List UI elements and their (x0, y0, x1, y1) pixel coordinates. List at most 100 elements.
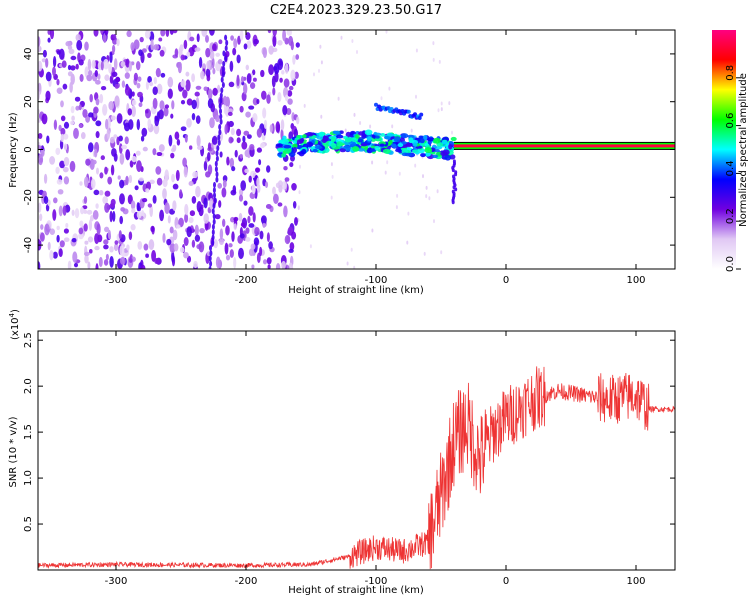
heatmap-cell (160, 30, 166, 37)
heatmap-cell (295, 54, 300, 60)
heatmap-cell (451, 130, 453, 135)
heatmap-cell (167, 88, 173, 99)
heatmap-cell (56, 225, 60, 231)
heatmap-cell (398, 171, 401, 176)
heatmap-cell (174, 48, 179, 57)
heatmap-cell (339, 148, 347, 153)
heatmap-cell (38, 36, 41, 47)
heatmap-cell (251, 264, 255, 269)
x-tick-label: -200 (235, 576, 258, 587)
heatmap-cell (143, 243, 149, 251)
heatmap-cell (441, 141, 448, 145)
heatmap-cell (156, 151, 163, 157)
heatmap-cell (124, 136, 129, 145)
heatmap-cell (71, 209, 75, 216)
heatmap-cell (266, 232, 270, 243)
heatmap-cell (113, 58, 118, 71)
y-tick-label: 20 (23, 95, 34, 108)
heatmap-cell (45, 71, 52, 82)
heatmap-cell (162, 188, 167, 200)
heatmap-cell (410, 128, 413, 133)
heatmap-cell (153, 77, 157, 85)
heatmap-cell (423, 134, 428, 141)
snr-frame (37, 330, 676, 571)
heatmap-cell (183, 39, 188, 50)
heatmap-cell (214, 160, 218, 167)
y-tick-label: 1.0 (23, 470, 34, 486)
heatmap-cell (212, 67, 216, 75)
heatmap-cell (196, 135, 201, 148)
heatmap-cell (42, 49, 47, 58)
heatmap-cell (188, 180, 194, 187)
heatmap-cell (233, 38, 238, 49)
heatmap-cell (119, 179, 125, 189)
heatmap-cell (133, 39, 140, 50)
heatmap-cell (135, 150, 141, 156)
heatmap-cell (420, 153, 426, 158)
heatmap-cell (119, 193, 125, 205)
heatmap-cell (164, 169, 169, 182)
heatmap-cell (406, 109, 411, 114)
heatmap-cell (79, 220, 84, 227)
heatmap-cell (108, 100, 115, 111)
x-tick-label: -300 (105, 576, 128, 587)
heatmap-cell (330, 142, 337, 148)
heatmap-cell (119, 215, 124, 225)
heatmap-cell (280, 119, 285, 131)
heatmap-cell (213, 192, 216, 199)
heatmap-cell (248, 175, 252, 183)
heatmap-cell (113, 243, 119, 252)
heatmap-cell (433, 137, 441, 144)
heatmap-cell (93, 189, 100, 196)
heatmap-cell (289, 162, 294, 168)
heatmap-cell (53, 119, 58, 131)
heatmap-cell (212, 213, 216, 220)
heatmap-cell (164, 202, 170, 214)
heatmap-cell (248, 206, 254, 216)
heatmap-cell (38, 60, 43, 72)
heatmap-cell (63, 237, 70, 243)
heatmap-cell (47, 241, 51, 251)
heatmap-cell (295, 42, 300, 48)
heatmap-cell (203, 197, 208, 209)
heatmap-cell (56, 179, 63, 185)
heatmap-cell (67, 71, 73, 77)
heatmap-cell (55, 166, 60, 175)
heatmap-cell (377, 104, 382, 109)
heatmap-cell (198, 56, 203, 69)
heatmap-cell (275, 263, 281, 269)
heatmap-cell (114, 240, 119, 245)
heatmap-cell (351, 142, 357, 147)
heatmap-cell (41, 58, 47, 63)
heatmap-cell (206, 251, 211, 256)
heatmap-cell (209, 198, 214, 210)
heatmap-cell (179, 44, 184, 52)
heatmap-cell (229, 249, 234, 258)
heatmap-cell (209, 260, 213, 267)
heatmap-cell (186, 226, 192, 238)
heatmap-cell (250, 170, 257, 179)
heatmap-cell (138, 102, 143, 108)
heatmap-cell (90, 178, 96, 189)
heatmap-cell (354, 134, 360, 139)
heatmap-cell (286, 30, 293, 36)
heatmap-cell (418, 135, 424, 139)
heatmap-cell (85, 158, 91, 166)
heatmap-cell (228, 243, 233, 248)
heatmap-cell (114, 95, 120, 107)
heatmap-cell (153, 44, 160, 51)
heatmap-cell (331, 174, 334, 179)
heatmap-cell (167, 215, 171, 224)
heatmap-cell (254, 167, 261, 173)
heatmap-cell (63, 143, 68, 151)
heatmap-cell (218, 237, 225, 246)
heatmap-cell (277, 91, 282, 103)
heatmap-cell (268, 241, 273, 250)
heatmap-cell (184, 213, 189, 223)
heatmap-cell (211, 229, 215, 236)
heatmap-cell (222, 218, 226, 228)
heatmap-cell (141, 197, 148, 203)
x-tick-label: -100 (365, 576, 388, 587)
heatmap-cell (77, 52, 81, 63)
heatmap-cell (330, 136, 336, 143)
